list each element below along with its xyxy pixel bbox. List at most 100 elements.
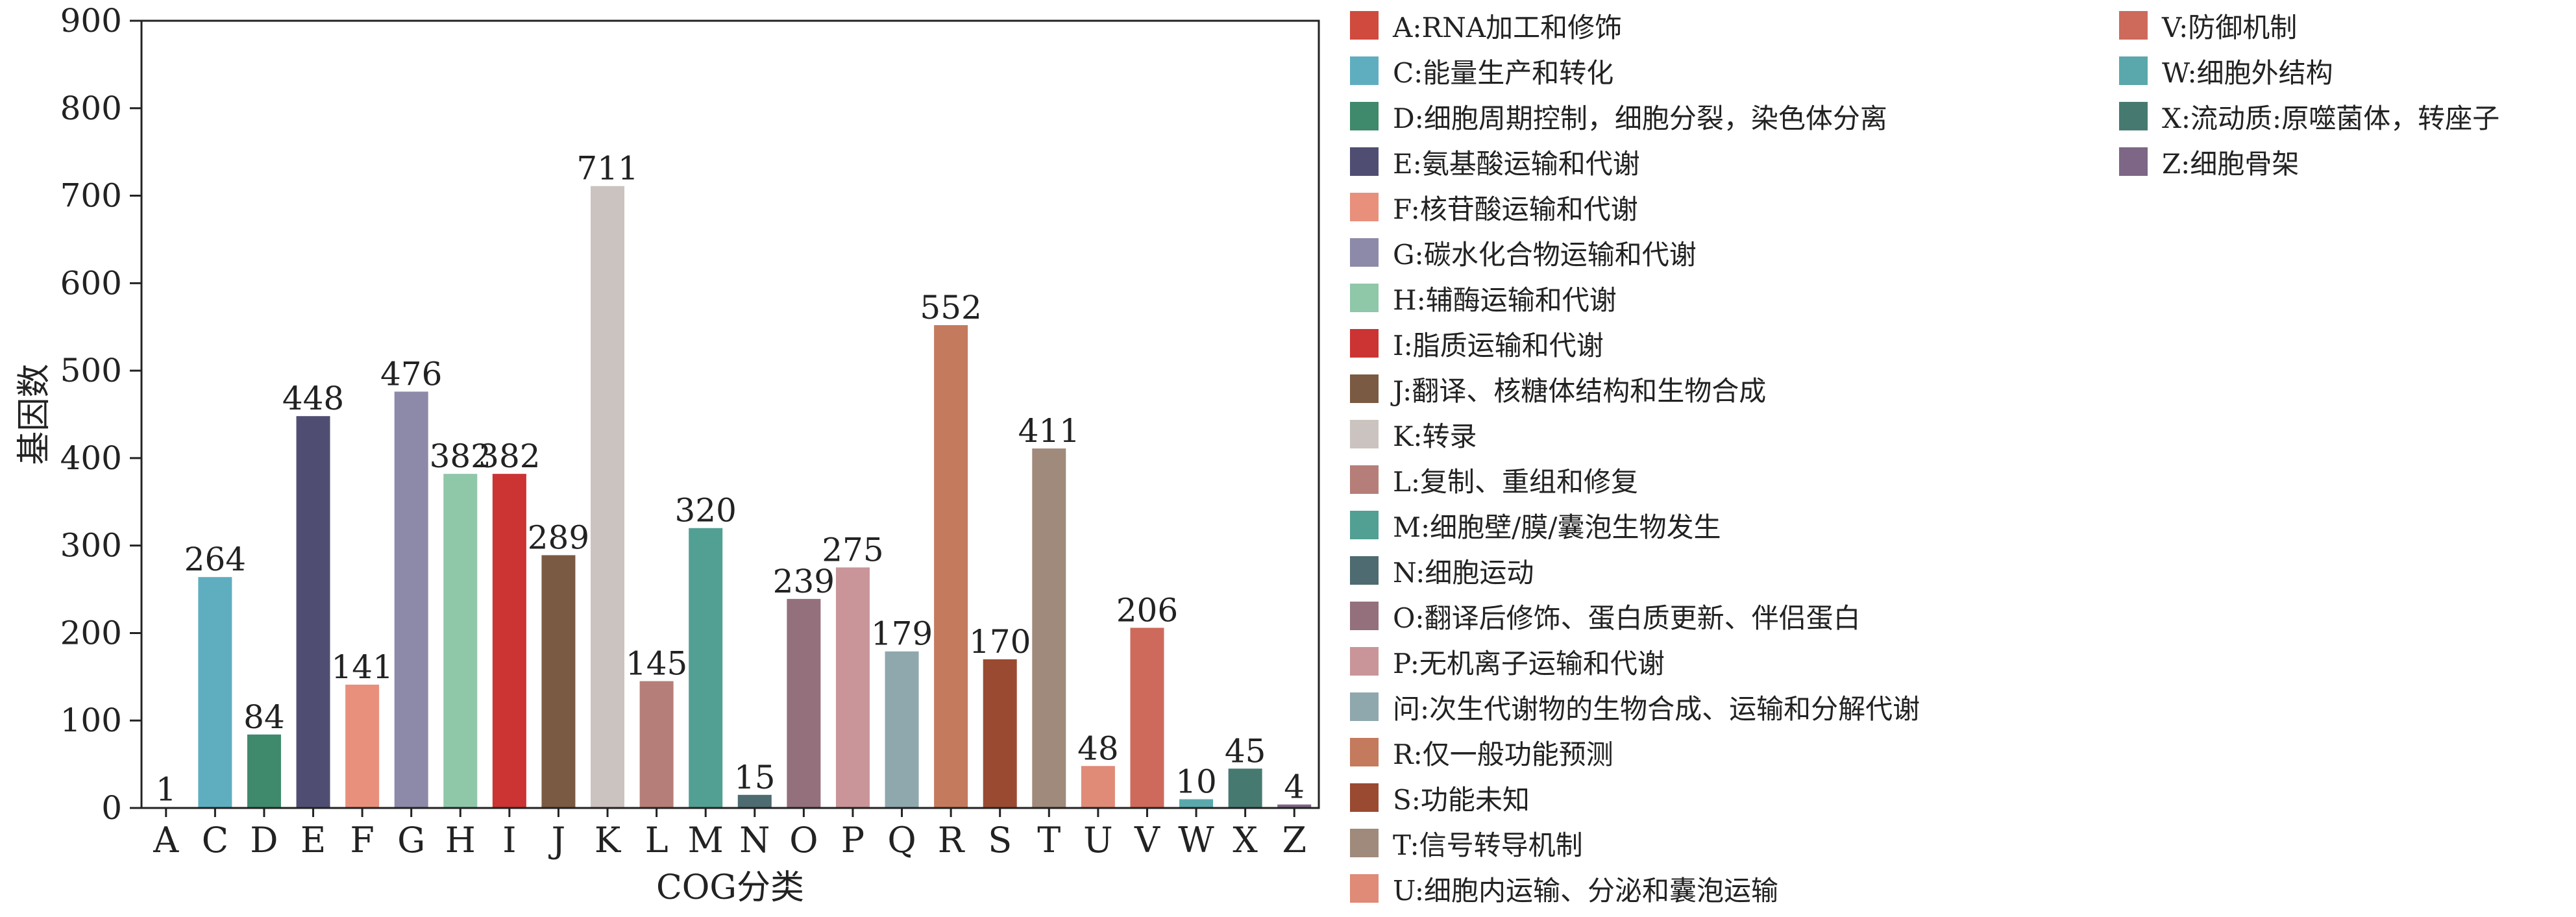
x-tick-label: T — [1037, 820, 1061, 861]
legend-swatch — [2119, 11, 2148, 40]
legend-label: I:脂质运输和代谢 — [1393, 329, 1604, 361]
legend-label: J:翻译、核糖体结构和生物合成 — [1393, 374, 1767, 407]
legend-swatch — [1350, 647, 1379, 676]
bar-H — [443, 474, 478, 808]
legend-label: G:碳水化合物运输和代谢 — [1393, 238, 1697, 271]
legend-label: X:流动质:原噬菌体，转座子 — [2162, 102, 2500, 134]
y-tick-label: 200 — [60, 614, 122, 652]
bar-G — [394, 391, 428, 808]
bar-N — [737, 794, 772, 808]
y-tick-label: 900 — [60, 2, 122, 40]
legend-swatch — [1350, 284, 1379, 312]
legend-swatch — [1350, 465, 1379, 494]
legend-item: V:防御机制 — [2119, 4, 2297, 47]
x-tick-label: W — [1178, 820, 1214, 861]
bar-value-label: 48 — [1077, 729, 1119, 767]
bar-value-label: 1 — [156, 771, 177, 809]
x-tick-label: I — [502, 820, 516, 861]
legend-swatch — [1350, 11, 1379, 40]
bar-value-label: 141 — [331, 648, 393, 686]
legend-item: U:细胞内运输、分泌和囊泡运输 — [1350, 867, 1778, 910]
y-tick-label: 300 — [60, 527, 122, 565]
legend-label: A:RNA加工和修饰 — [1393, 11, 1623, 43]
legend-swatch — [1350, 374, 1379, 403]
legend-item: J:翻译、核糖体结构和生物合成 — [1350, 367, 1766, 410]
legend-label: 问:次生代谢物的生物合成、运输和分解代谢 — [1393, 692, 1920, 725]
x-tick-label: H — [445, 820, 476, 861]
bar-value-label: 84 — [243, 698, 285, 736]
legend-label: T:信号转导机制 — [1393, 829, 1583, 861]
x-tick-label: K — [595, 820, 622, 861]
legend-swatch — [1350, 238, 1379, 267]
legend-label: K:转录 — [1393, 420, 1477, 452]
legend-swatch — [2119, 102, 2148, 130]
x-tick-label: Z — [1282, 820, 1306, 861]
legend-swatch — [1350, 829, 1379, 857]
bar-value-label: 264 — [184, 541, 246, 578]
bar-value-label: 170 — [969, 623, 1031, 661]
bar-P — [835, 567, 870, 808]
x-tick-label: M — [688, 820, 724, 861]
bar-value-label: 239 — [773, 563, 835, 600]
x-tick-label: L — [645, 820, 669, 861]
bar-value-label: 289 — [528, 519, 589, 556]
bar-U — [1081, 766, 1115, 808]
bar-value-label: 45 — [1225, 732, 1266, 770]
bar-R — [934, 325, 968, 808]
legend-label: H:辅酶运输和代谢 — [1393, 284, 1617, 316]
bar-value-label: 448 — [282, 380, 344, 417]
bar-value-label: 15 — [734, 759, 776, 796]
legend-item: D:细胞周期控制，细胞分裂，染色体分离 — [1350, 95, 1887, 138]
y-tick-label: 500 — [60, 352, 122, 389]
bar-value-labels: 1264844481414763823822897111453201523927… — [156, 150, 1305, 809]
legend-label: C:能量生产和转化 — [1393, 56, 1614, 89]
bar-L — [639, 681, 674, 808]
x-axis-label: COG分类 — [656, 868, 804, 907]
bar-value-label: 206 — [1116, 591, 1178, 629]
bar-E — [296, 416, 330, 808]
y-tick-label: 100 — [60, 702, 122, 739]
legend: A:RNA加工和修饰 C:能量生产和转化 D:细胞周期控制，细胞分裂，染色体分离 E:… — [1350, 4, 2570, 912]
legend-item: L:复制、重组和修复 — [1350, 458, 1638, 501]
legend-swatch — [1350, 147, 1379, 176]
legend-label: L:复制、重组和修复 — [1393, 465, 1639, 498]
bar-value-label: 476 — [380, 355, 442, 393]
bar-M — [689, 528, 723, 808]
x-tick-label: A — [153, 820, 179, 861]
legend-item: Z:细胞骨架 — [2119, 140, 2299, 183]
bar-W — [1179, 799, 1214, 808]
legend-item: X:流动质:原噬菌体，转座子 — [2119, 95, 2499, 138]
x-tick-label: X — [1233, 820, 1258, 861]
legend-item: R:仅一般功能预测 — [1350, 731, 1613, 774]
y-tick-label: 0 — [101, 789, 122, 827]
x-tick-label: S — [988, 820, 1012, 861]
legend-swatch — [2119, 56, 2148, 85]
legend-item: H:辅酶运输和代谢 — [1350, 276, 1617, 319]
legend-item: T:信号转导机制 — [1350, 822, 1583, 864]
x-tick-label: D — [250, 820, 278, 861]
legend-label: P:无机离子运输和代谢 — [1393, 647, 1665, 679]
bar-K — [591, 186, 625, 809]
x-tick-label: J — [548, 820, 566, 861]
x-tick-label: O — [789, 820, 818, 861]
legend-item: P:无机离子运输和代谢 — [1350, 640, 1665, 683]
bar-T — [1032, 448, 1066, 808]
bar-D — [247, 734, 281, 808]
bar-value-label: 275 — [822, 531, 883, 569]
x-tick-label: N — [739, 820, 770, 861]
legend-label: W:细胞外结构 — [2162, 56, 2333, 89]
bar-F — [345, 684, 380, 808]
x-tick-label: U — [1083, 820, 1113, 861]
bar-value-label: 411 — [1018, 412, 1080, 450]
bar-value-label: 145 — [626, 645, 687, 683]
legend-item: K:转录 — [1350, 413, 1477, 456]
legend-label: O:翻译后修饰、蛋白质更新、伴侣蛋白 — [1393, 602, 1861, 634]
bar-J — [541, 555, 576, 808]
x-tick-label: C — [202, 820, 228, 861]
bar-value-label: 552 — [920, 289, 981, 326]
x-tick-label: E — [301, 820, 326, 861]
bars — [149, 186, 1312, 809]
legend-swatch — [1350, 56, 1379, 85]
